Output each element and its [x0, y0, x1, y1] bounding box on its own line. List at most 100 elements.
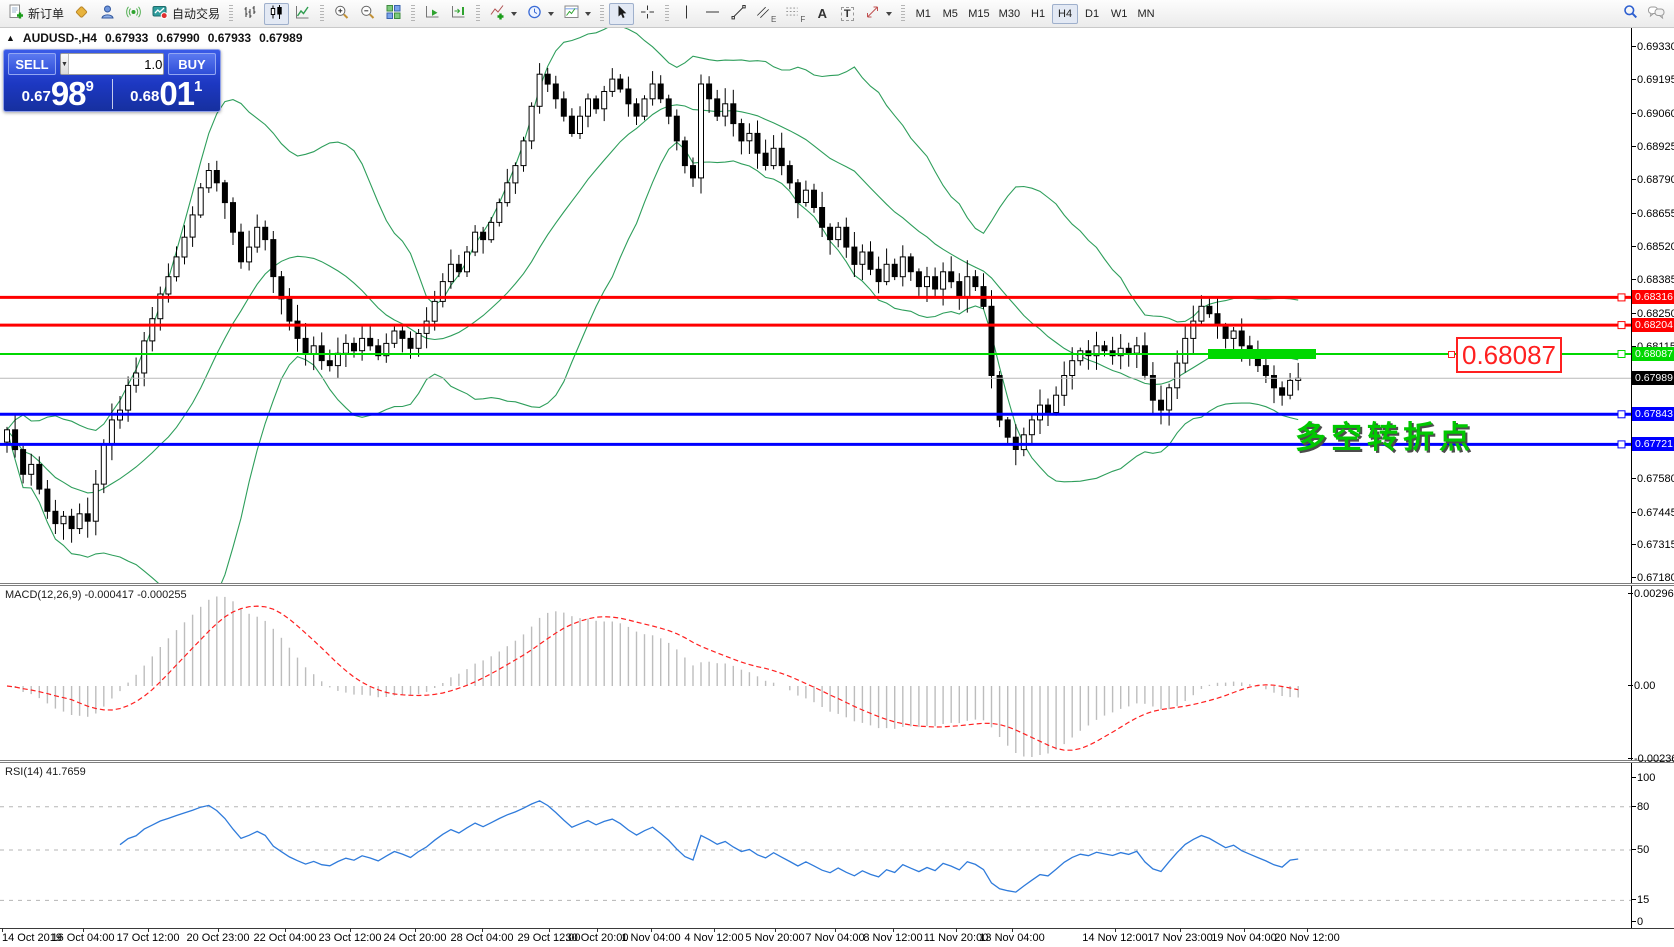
horizontal-line-tool-button[interactable] [700, 3, 725, 25]
channel-tool-button[interactable]: E [752, 3, 780, 25]
chevron-down-icon: ▼ [61, 60, 68, 68]
text-tool-glyph: A [817, 6, 827, 21]
time-axis-label: 24 Oct 20:00 [383, 932, 447, 944]
volume-decrease-button[interactable]: ▼ [61, 54, 69, 74]
trendline-tool-button[interactable] [726, 3, 751, 25]
buy-button[interactable]: BUY [168, 53, 216, 75]
signals-button[interactable] [121, 3, 146, 25]
price-level-label: 0.68087 [1632, 346, 1674, 361]
timeframe-h4-button[interactable]: H4 [1052, 3, 1079, 24]
macd-axis-label: 0.002965 [1628, 588, 1674, 600]
timeframe-w1-button[interactable]: W1 [1110, 7, 1128, 20]
price-axis[interactable] [1631, 28, 1674, 928]
chart-shift-button[interactable] [446, 3, 471, 25]
search-icon [1622, 4, 1639, 23]
zoom-out-button[interactable] [355, 3, 380, 25]
new-order-button[interactable]: 新订单 [4, 3, 68, 25]
buy-price-sup: 1 [194, 78, 203, 95]
macd-header: MACD(12,26,9) -0.000417 -0.000255 [5, 589, 187, 601]
panel-divider [111, 79, 113, 109]
bar-chart-mode-button[interactable] [238, 3, 263, 25]
fibonacci-glyph: F [800, 14, 806, 24]
chat-icon [1647, 4, 1666, 23]
candlestick-mode-button[interactable] [264, 2, 290, 25]
timeframe-h1-button[interactable]: H1 [1031, 7, 1046, 20]
macd-signal-line [6, 605, 1299, 751]
callout-anchor-marker[interactable] [1448, 351, 1455, 358]
price-callout-label[interactable]: 0.68087 [1456, 337, 1562, 373]
time-axis-label: 17 Nov 23:00 [1147, 932, 1213, 944]
price-axis-tick: 0.67445 [1631, 507, 1674, 519]
timeframe-mn-button[interactable]: MN [1137, 7, 1155, 20]
timeframe-m30-button[interactable]: M30 [998, 7, 1021, 20]
price-axis-tick: 0.69330 [1631, 41, 1674, 53]
price-level-label: 0.67843 [1632, 407, 1674, 422]
time-axis-label: 22 Oct 04:00 [253, 932, 317, 944]
cursor-tool-button[interactable] [609, 2, 635, 25]
toolbar-grip [320, 4, 325, 23]
time-axis-tickmark [415, 928, 416, 932]
dropdown-caret-icon [548, 11, 555, 16]
volume-input[interactable] [68, 54, 163, 74]
time-axis-label: 17 Oct 12:00 [116, 932, 180, 944]
auto-scroll-icon [424, 4, 441, 23]
arrows-tool-button[interactable] [860, 3, 896, 25]
panel-splitter[interactable] [0, 760, 1674, 763]
rsi-axis-label: 50 [1630, 844, 1650, 856]
macd-indicator-canvas[interactable] [0, 586, 1631, 765]
time-axis-tickmark [549, 928, 550, 932]
timeframe-m5-button[interactable]: M5 [942, 7, 958, 20]
time-axis-tickmark [775, 928, 776, 932]
time-axis-label: 5 Nov 20:00 [745, 932, 805, 944]
autotrading-label: 自动交易 [172, 7, 221, 21]
cursor-arrow-icon [613, 4, 630, 23]
text-label-tool-button[interactable]: T [835, 3, 859, 25]
periods-button[interactable] [522, 3, 558, 25]
dropdown-caret-icon [511, 11, 518, 16]
main-toolbar: 新订单 自动交易 E F A T [0, 0, 1674, 28]
bar-low-value: 0.67933 [207, 31, 252, 45]
fibonacci-tool-button[interactable]: F [781, 3, 809, 25]
tile-windows-button[interactable] [381, 3, 406, 25]
turning-point-annotation[interactable]: 多空转折点 [1295, 420, 1475, 455]
time-axis-tickmark [714, 928, 715, 932]
autotrading-button[interactable]: 自动交易 [147, 3, 224, 25]
sell-price[interactable]: 0.67 98 9 [4, 77, 112, 111]
text-tool-button[interactable]: A [810, 3, 834, 25]
profile-button[interactable] [95, 3, 120, 25]
price-axis-tick: 0.68250 [1631, 308, 1674, 320]
chat-button[interactable] [1643, 3, 1670, 25]
search-button[interactable] [1618, 3, 1643, 25]
zoom-in-button[interactable] [329, 3, 354, 25]
toolbar-grip [901, 4, 906, 23]
one-click-panel-toggle[interactable]: ▲ [6, 33, 15, 43]
line-chart-icon [294, 4, 311, 23]
price-axis-tick: 0.67180 [1631, 572, 1674, 584]
indicators-button[interactable] [485, 3, 521, 25]
timeframe-d1-button[interactable]: D1 [1085, 7, 1100, 20]
buy-price[interactable]: 0.68 01 1 [113, 77, 221, 111]
auto-scroll-button[interactable] [420, 3, 445, 25]
vertical-line-tool-button[interactable] [674, 3, 699, 25]
templates-button[interactable] [559, 3, 595, 25]
line-chart-mode-button[interactable] [290, 3, 315, 25]
price-level-label: 0.67989 [1632, 371, 1674, 386]
crosshair-tool-button[interactable] [635, 3, 660, 25]
toolbar-grip [229, 4, 234, 23]
rsi-indicator-canvas[interactable] [0, 763, 1631, 933]
timeframe-m1-button[interactable]: M1 [915, 7, 931, 20]
time-axis-tickmark [651, 928, 652, 932]
support-zone-bar [1208, 349, 1316, 359]
bollinger-lower-band [6, 141, 1299, 615]
price-chart-canvas[interactable] [0, 24, 1631, 615]
metaeditor-button[interactable] [69, 3, 94, 25]
new-order-label: 新订单 [28, 7, 65, 21]
sell-button[interactable]: SELL [8, 53, 56, 75]
time-axis-label: 20 Nov 12:00 [1274, 932, 1340, 944]
time-axis-tickmark [1180, 928, 1181, 932]
time-axis[interactable] [0, 928, 1674, 947]
timeframe-m15-button[interactable]: M15 [968, 7, 990, 20]
time-axis-tickmark [835, 928, 836, 932]
panel-splitter[interactable] [0, 583, 1674, 586]
